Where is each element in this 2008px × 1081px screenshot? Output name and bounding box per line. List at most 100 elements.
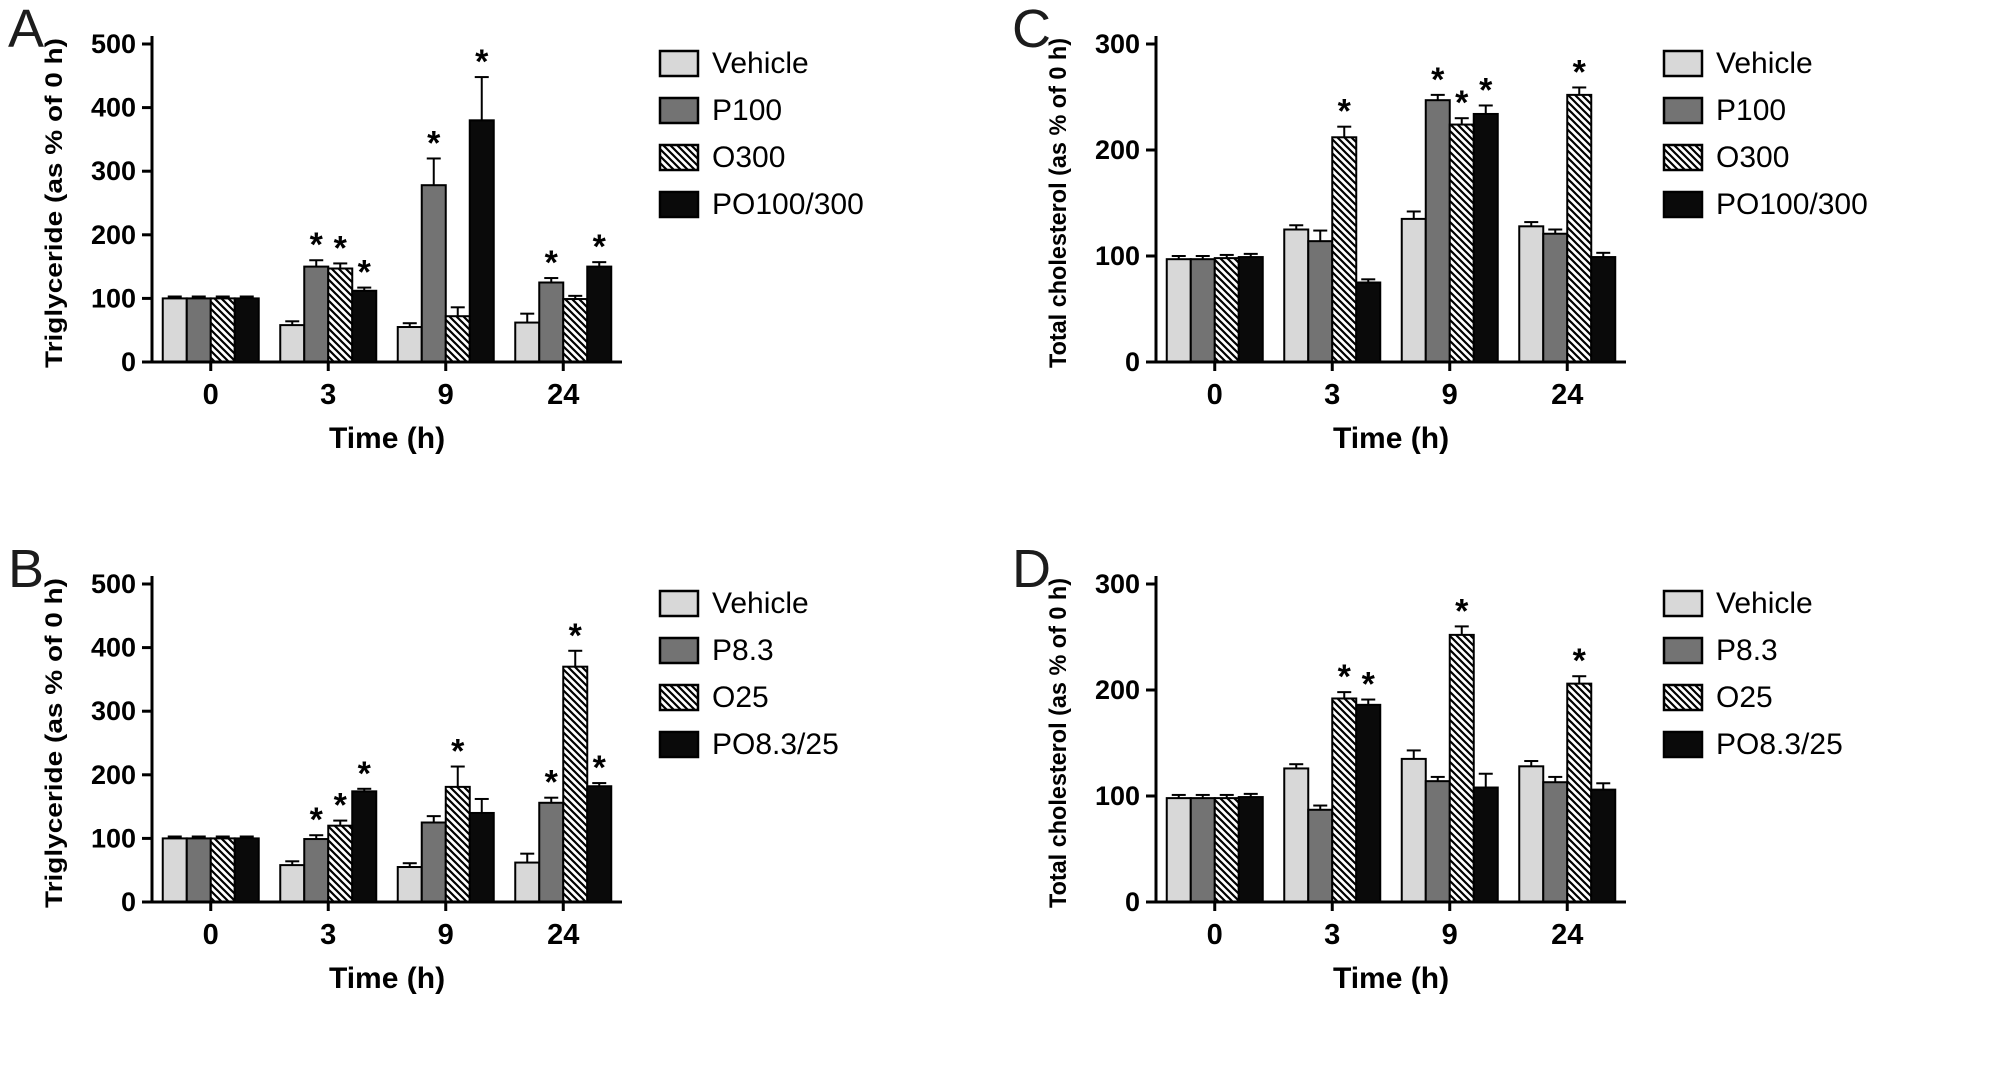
legend-swatch	[658, 190, 700, 219]
significance-asterisk: *	[475, 43, 489, 81]
legend-label: P100	[712, 94, 782, 127]
legend-item-Vehicle: Vehicle	[658, 587, 809, 620]
bar-P8.3-t9	[1424, 780, 1451, 903]
legend-swatch	[658, 589, 700, 618]
bar-P8.3-t24	[538, 801, 565, 903]
bar-PO100/300-t24	[586, 265, 613, 364]
bar-O25-t0	[209, 837, 236, 903]
significance-asterisk: *	[310, 226, 324, 264]
bar-O300-t24	[562, 298, 589, 364]
x-tick-label: 9	[1442, 379, 1458, 411]
bar-Vehicle-t0	[1165, 797, 1192, 903]
bar-P8.3-t3	[303, 838, 330, 904]
bar-P8.3-t3	[1307, 808, 1334, 903]
bar-Vehicle-t3	[279, 864, 306, 903]
bar-Vehicle-t9	[1400, 757, 1427, 903]
bar-PO100/300-t9	[468, 119, 495, 363]
y-tick-label: 300	[91, 156, 136, 186]
panel-label-D: D	[1012, 539, 1051, 599]
y-tick-label: 0	[1125, 887, 1140, 917]
significance-asterisk: *	[545, 244, 559, 282]
bar-PO100/300-t9	[1472, 112, 1499, 363]
x-axis-title: Time (h)	[1333, 962, 1449, 995]
y-axis-title: Triglyceride (as % of 0 h)	[41, 38, 68, 368]
legend-swatch	[1662, 190, 1704, 219]
significance-asterisk: *	[427, 124, 441, 162]
x-tick-label: 3	[1324, 919, 1340, 951]
significance-asterisk: *	[1479, 71, 1493, 109]
y-tick-label: 0	[121, 887, 136, 917]
legend-item-O300: O300	[658, 141, 785, 174]
legend-swatch	[658, 683, 700, 712]
y-tick-label: 200	[91, 220, 136, 250]
legend-swatch	[658, 96, 700, 125]
bar-Vehicle-t24	[514, 861, 541, 903]
bar-O300-t0	[1213, 257, 1240, 363]
legend-item-PO8.3/25: PO8.3/25	[1662, 728, 1843, 761]
bar-Vehicle-t24	[514, 321, 541, 363]
bar-P8.3-t0	[1189, 797, 1216, 903]
legend-item-Vehicle: Vehicle	[1662, 587, 1813, 620]
legend-item-O25: O25	[658, 681, 769, 714]
x-tick-label: 24	[1551, 919, 1583, 951]
y-tick-label: 500	[91, 569, 136, 599]
bar-PO100/300-t0	[233, 297, 260, 363]
y-tick-label: 100	[91, 283, 136, 313]
legend-item-P100: P100	[658, 94, 782, 127]
bar-PO8.3/25-t9	[1472, 786, 1499, 904]
bar-O25-t24	[562, 665, 589, 904]
y-tick-label: 0	[121, 347, 136, 377]
x-tick-label: 3	[1324, 379, 1340, 411]
y-tick-label: 500	[91, 29, 136, 59]
panel-D: D * * * * 0 100 200 300 0 3 9 24 Time (h) Total chole…	[1004, 539, 2008, 1081]
bar-P100-t0	[1189, 258, 1216, 363]
legend-swatch	[1662, 96, 1704, 125]
bar-Vehicle-t9	[396, 326, 423, 363]
significance-asterisk: *	[358, 254, 372, 292]
bar-Vehicle-t24	[1518, 225, 1545, 363]
bar-P100-t24	[538, 281, 565, 363]
x-tick-label: 0	[1207, 919, 1223, 951]
significance-asterisk: *	[593, 749, 607, 787]
bar-P100-t3	[1307, 240, 1334, 363]
bar-Vehicle-t3	[1283, 228, 1310, 363]
panel-C: C * * * * * 0 100 200 300 0 3 9 24 Time (h) Total chol…	[1004, 0, 2008, 540]
bar-Vehicle-t9	[396, 866, 423, 903]
bar-O25-t3	[1331, 697, 1358, 903]
chart-C-cholesterol-high-dose: * * * * * 0 100 200 300 0 3 9 24 Time (h) Total choles…	[1045, 29, 1868, 455]
significance-asterisk: *	[334, 787, 348, 825]
bar-Vehicle-t0	[1165, 258, 1192, 363]
legend-item-P8.3: P8.3	[1662, 634, 1778, 667]
significance-asterisk: *	[334, 229, 348, 267]
legend-swatch	[1662, 636, 1704, 665]
legend-item-O300: O300	[1662, 141, 1789, 174]
legend-swatch	[658, 143, 700, 172]
y-tick-label: 100	[1095, 781, 1140, 811]
bar-O25-t9	[444, 785, 471, 903]
bar-O300-t24	[1566, 93, 1593, 363]
y-axis-title: Total cholesterol (as % of 0 h)	[1045, 38, 1072, 368]
bar-Vehicle-t9	[1400, 217, 1427, 363]
bar-PO100/300-t0	[1237, 256, 1264, 363]
x-tick-label: 9	[438, 919, 454, 951]
significance-asterisk: *	[1338, 93, 1352, 131]
legend-swatch	[658, 730, 700, 759]
panel-label-C: C	[1012, 0, 1051, 59]
significance-asterisk: *	[451, 733, 465, 771]
x-tick-label: 24	[547, 379, 579, 411]
x-tick-label: 0	[1207, 379, 1223, 411]
legend-label: O300	[1716, 141, 1789, 174]
significance-asterisk: *	[310, 801, 324, 839]
legend-swatch	[658, 636, 700, 665]
legend-swatch	[658, 49, 700, 78]
bar-P8.3-t9	[420, 821, 447, 903]
legend-item-O25: O25	[1662, 681, 1773, 714]
x-tick-label: 24	[547, 919, 579, 951]
significance-asterisk: *	[1573, 642, 1587, 680]
significance-asterisk: *	[1338, 658, 1352, 696]
bar-P8.3-t24	[1542, 781, 1569, 903]
legend-label: P8.3	[712, 634, 774, 667]
x-tick-label: 3	[320, 919, 336, 951]
bar-O25-t24	[1566, 682, 1593, 903]
